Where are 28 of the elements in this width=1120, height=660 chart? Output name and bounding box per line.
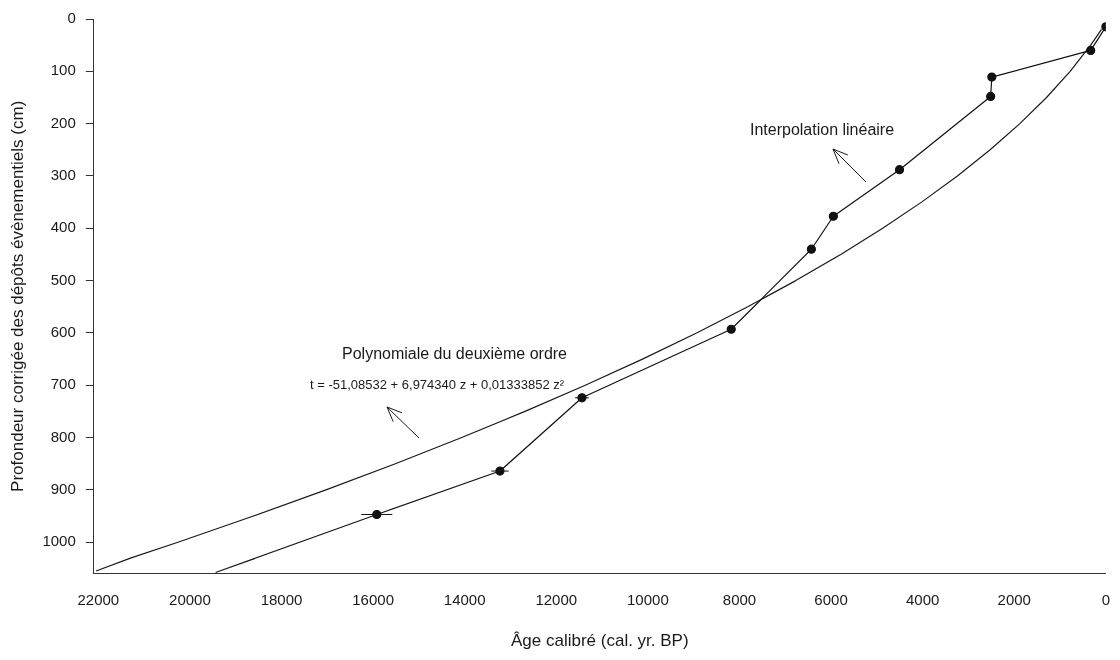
annotation: Polynomiale du deuxième ordre: [342, 345, 568, 363]
y-tick-label: 0: [67, 9, 76, 27]
y-tick-label: 1000: [42, 532, 76, 550]
y-tick-label: 300: [50, 166, 76, 184]
x-tick-label: 14000: [443, 590, 486, 608]
x-tick-label: 20000: [169, 590, 211, 608]
x-tick-label: 12000: [535, 590, 578, 608]
y-tick-label: 500: [50, 270, 76, 288]
x-tick-label: 4000: [905, 590, 940, 608]
y-tick-label: 200: [50, 113, 76, 131]
y-tick-label: 400: [50, 218, 76, 236]
y-tick-label: 600: [50, 323, 76, 341]
y-tick-label: 700: [50, 375, 76, 393]
annotation: Interpolation linéaire: [750, 121, 895, 139]
x-tick-label: 10000: [627, 590, 669, 608]
y-tick-label: 100: [50, 61, 76, 79]
x-axis-title: Âge calibré (cal. yr. BP): [510, 631, 689, 651]
x-tick-label: 6000: [814, 590, 848, 608]
x-tick-label: 16000: [352, 590, 394, 608]
annotation: t = -51,08532 + 6,974340 z + 0,01333852 z²: [310, 376, 565, 392]
y-axis-title: Profondeur corrigée des dépôts évènementiels (cm): [7, 100, 27, 492]
x-tick-label: 0: [1101, 590, 1110, 608]
x-tick-label: 8000: [722, 590, 757, 608]
y-tick-label: 900: [50, 480, 76, 498]
x-tick-label: 2000: [997, 590, 1031, 608]
x-tick-label: 18000: [260, 590, 303, 608]
y-tick-label: 800: [50, 427, 76, 445]
x-tick-label: 22000: [77, 590, 120, 608]
